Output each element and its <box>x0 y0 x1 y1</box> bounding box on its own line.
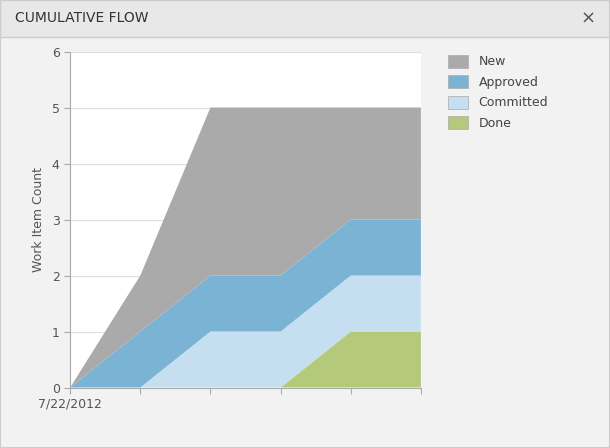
Text: ×: × <box>580 9 595 27</box>
Bar <box>0 0 610 37</box>
Text: CUMULATIVE FLOW: CUMULATIVE FLOW <box>15 11 149 26</box>
Y-axis label: Work Item Count: Work Item Count <box>32 167 45 272</box>
Legend: New, Approved, Committed, Done: New, Approved, Committed, Done <box>445 51 552 134</box>
